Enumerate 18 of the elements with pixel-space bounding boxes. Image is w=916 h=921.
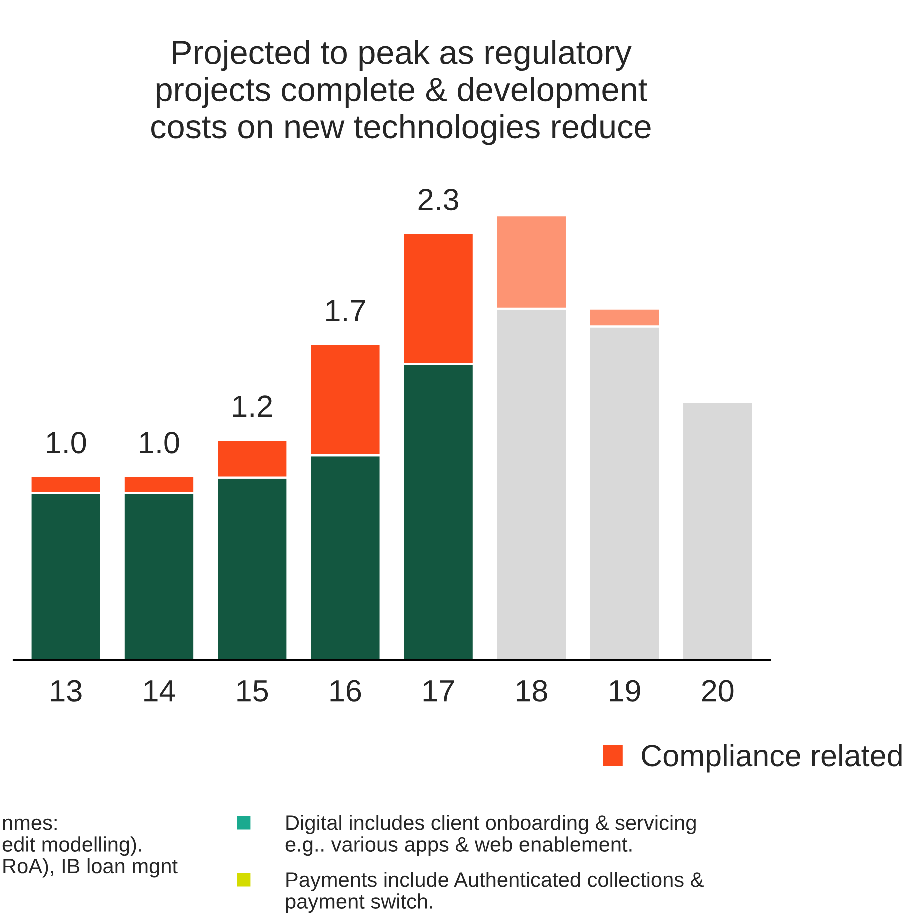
annotation: 2.3 [418,188,458,211]
text: Digital includes client onboarding & servicing e.g.. various apps & web enablement. [286,815,696,856]
text: nmes: edit modelling). RoA), IB loan mgnt [2,818,178,878]
text: Payments include Authenticated collections & payment switch. [286,872,704,914]
annotation: 1.7 [326,300,366,322]
annotation: 1.0 [47,432,86,454]
x-tick-label: 19 [610,680,640,702]
annotation: 1.2 [233,396,272,417]
x-tick-label: 14 [144,680,176,702]
x-tick-label: 20 [702,680,734,702]
x-tick-label: 16 [330,680,362,702]
chart-title: Projected to peak as regulatory projects complete & development costs on new technologies reduce [152,40,651,146]
x-tick-label: 15 [238,680,268,702]
x-tick-label: 17 [424,680,454,702]
x-tick-label: 18 [516,680,548,702]
x-tick-label: 13 [51,680,82,702]
annotation: 1.0 [140,432,180,454]
legend-label: Compliance related [642,744,902,773]
